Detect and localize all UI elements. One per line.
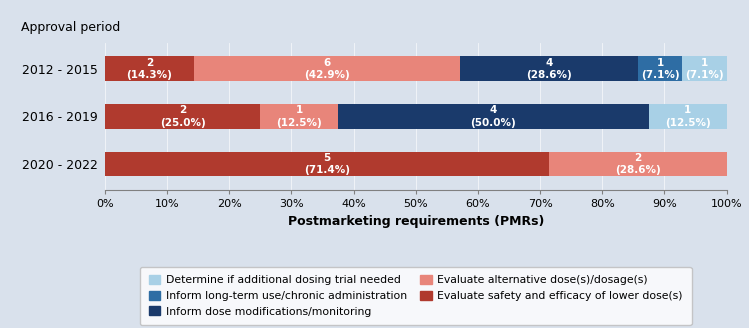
Text: Approval period: Approval period xyxy=(21,21,120,34)
Legend: Determine if additional dosing trial needed, Inform long-term use/chronic admini: Determine if additional dosing trial nee… xyxy=(140,267,691,325)
Bar xyxy=(461,56,638,81)
Bar xyxy=(261,104,338,129)
Bar xyxy=(105,104,261,129)
Bar xyxy=(638,56,682,81)
Text: 2
(25.0%): 2 (25.0%) xyxy=(160,105,205,128)
Bar xyxy=(194,56,461,81)
Text: 2
(28.6%): 2 (28.6%) xyxy=(615,153,661,175)
Bar xyxy=(338,104,649,129)
Bar xyxy=(105,56,194,81)
Text: 2
(14.3%): 2 (14.3%) xyxy=(127,58,172,80)
Text: 6
(42.9%): 6 (42.9%) xyxy=(304,58,350,80)
Bar xyxy=(105,152,549,176)
Bar xyxy=(649,104,727,129)
Text: 4
(28.6%): 4 (28.6%) xyxy=(527,58,572,80)
X-axis label: Postmarketing requirements (PMRs): Postmarketing requirements (PMRs) xyxy=(288,215,544,228)
Text: 4
(50.0%): 4 (50.0%) xyxy=(470,105,516,128)
Text: 1
(7.1%): 1 (7.1%) xyxy=(641,58,679,80)
Text: 1
(12.5%): 1 (12.5%) xyxy=(276,105,322,128)
Text: 1
(7.1%): 1 (7.1%) xyxy=(685,58,724,80)
Bar xyxy=(682,56,727,81)
Bar xyxy=(549,152,727,176)
Text: 5
(71.4%): 5 (71.4%) xyxy=(304,153,350,175)
Text: 1
(12.5%): 1 (12.5%) xyxy=(665,105,711,128)
